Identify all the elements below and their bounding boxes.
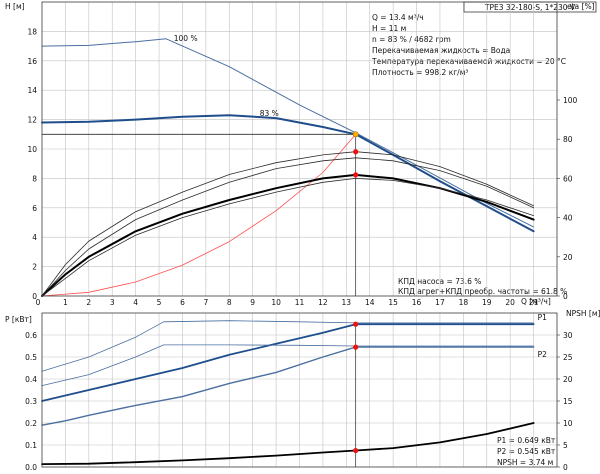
y-tick-label: 12	[27, 116, 37, 125]
operating-point-marker	[353, 172, 359, 178]
y2-tick-label: 60	[563, 174, 573, 183]
operating-point-marker	[353, 447, 359, 454]
x-tick-label: 18	[459, 298, 469, 307]
y2-tick-label: 20	[563, 253, 573, 262]
series-curve	[41, 38, 535, 228]
x-tick-label: 13	[342, 298, 352, 307]
y-tick-label: 14	[27, 86, 37, 95]
operating-point-marker	[352, 131, 359, 138]
y-tick-label: 0.1	[25, 441, 37, 450]
power-axis-title: P [кВт]	[5, 315, 32, 324]
info-unit-efficiency: КПД агрег+КПД преобр. частоты = 61.8 %	[398, 287, 567, 296]
y-tick-label: 10	[27, 145, 37, 154]
y2-tick-label: 30	[563, 331, 573, 340]
y2-tick-label: 10	[563, 419, 573, 428]
head-panel-frame	[41, 1, 558, 297]
info-p1: P1 = 0.649 кВт	[497, 436, 556, 445]
series-label: 83 %	[260, 109, 279, 118]
series-label: P1	[538, 313, 548, 322]
y2-tick-label: 25	[563, 353, 573, 362]
series-label: P2	[538, 350, 548, 359]
series-curve	[41, 323, 535, 402]
y2-tick-label: 15	[563, 397, 573, 406]
info-npsh: NPSH = 3.74 м	[497, 458, 553, 467]
x-tick-label: 1	[63, 298, 68, 307]
operating-point-marker	[353, 344, 359, 350]
y-tick-label: 0.5	[25, 353, 37, 362]
series-curve	[41, 346, 535, 426]
series-curve	[41, 344, 534, 387]
model-label: TPE3 32-180-S, 1*230 V	[484, 3, 576, 12]
x-tick-label: 9	[250, 298, 255, 307]
info-flow: Q = 13.4 м³/ч	[372, 13, 424, 22]
y-tick-label: 0.0	[25, 463, 37, 472]
y-tick-label: 0.3	[25, 397, 37, 406]
efficiency-info: КПД насоса = 73.6 % КПД агрег+КПД преобр…	[398, 277, 567, 296]
x-tick-label: 7	[203, 298, 208, 307]
y-tick-label: 0.6	[25, 331, 37, 340]
info-p2: P2 = 0.545 кВт	[497, 447, 556, 456]
x-tick-label: 17	[435, 298, 445, 307]
x-tick-label: 16	[412, 298, 422, 307]
y-tick-label: 16	[27, 57, 37, 66]
series-curve	[41, 157, 534, 297]
x-tick-label: 0	[36, 298, 41, 307]
x-tick-label: 11	[295, 298, 305, 307]
npsh-axis-title: NPSH [м]	[566, 309, 600, 318]
info-liquid: Перекачиваемая жидкость = Вода	[372, 46, 510, 55]
y-tick-label: 18	[27, 27, 37, 36]
y2-tick-label: 20	[563, 375, 573, 384]
y2-tick-label: 40	[563, 214, 573, 223]
series-curve	[41, 320, 534, 372]
info-head: H = 11 м	[372, 24, 406, 33]
y-tick-label: 4	[32, 233, 37, 242]
x-tick-label: 10	[271, 298, 281, 307]
operating-point-marker	[353, 149, 359, 155]
flow-axis-title: Q [м³/ч]	[521, 297, 551, 306]
power-panel-frame	[41, 312, 558, 468]
y-tick-label: 8	[32, 174, 37, 183]
x-tick-label: 4	[133, 298, 138, 307]
operating-point-marker	[353, 321, 359, 327]
y-tick-label: 0	[32, 292, 37, 301]
y2-tick-label: 0	[563, 463, 568, 472]
y2-tick-label: 100	[563, 96, 578, 105]
head-axis-title: H [м]	[5, 2, 25, 11]
y-tick-label: 0.4	[25, 375, 37, 384]
series-curve	[41, 151, 534, 297]
info-temperature: Температура перекачиваемой жидкости = 20…	[371, 57, 566, 66]
x-tick-label: 8	[227, 298, 232, 307]
info-density: Плотность = 998.2 кг/м³	[372, 68, 468, 77]
x-tick-label: 14	[365, 298, 375, 307]
y-tick-label: 6	[32, 204, 37, 213]
series-curve	[41, 133, 357, 297]
series-label: 100 %	[174, 34, 198, 43]
x-tick-label: 21	[529, 298, 539, 307]
x-tick-label: 2	[86, 298, 91, 307]
power-info: P1 = 0.649 кВт P2 = 0.545 кВт NPSH = 3.7…	[497, 436, 556, 467]
series-curve	[41, 177, 534, 297]
series-curve	[41, 422, 535, 466]
series-curve	[41, 114, 535, 233]
y2-tick-label: 0	[563, 292, 568, 301]
y2-tick-label: 80	[563, 135, 573, 144]
y-tick-label: 2	[32, 263, 37, 272]
operating-point-info: Q = 13.4 м³/ч H = 11 м n = 83 % / 4682 r…	[371, 13, 566, 77]
x-tick-label: 6	[180, 298, 185, 307]
x-tick-label: 20	[505, 298, 515, 307]
x-tick-label: 19	[482, 298, 492, 307]
y2-tick-label: 5	[563, 441, 568, 450]
x-tick-label: 15	[388, 298, 398, 307]
x-tick-label: 12	[318, 298, 328, 307]
x-tick-label: 3	[110, 298, 115, 307]
info-speed: n = 83 % / 4682 rpm	[372, 35, 451, 44]
x-tick-label: 5	[157, 298, 162, 307]
eta-axis-title: eta [%]	[567, 2, 595, 11]
y-tick-label: 0.2	[25, 419, 37, 428]
